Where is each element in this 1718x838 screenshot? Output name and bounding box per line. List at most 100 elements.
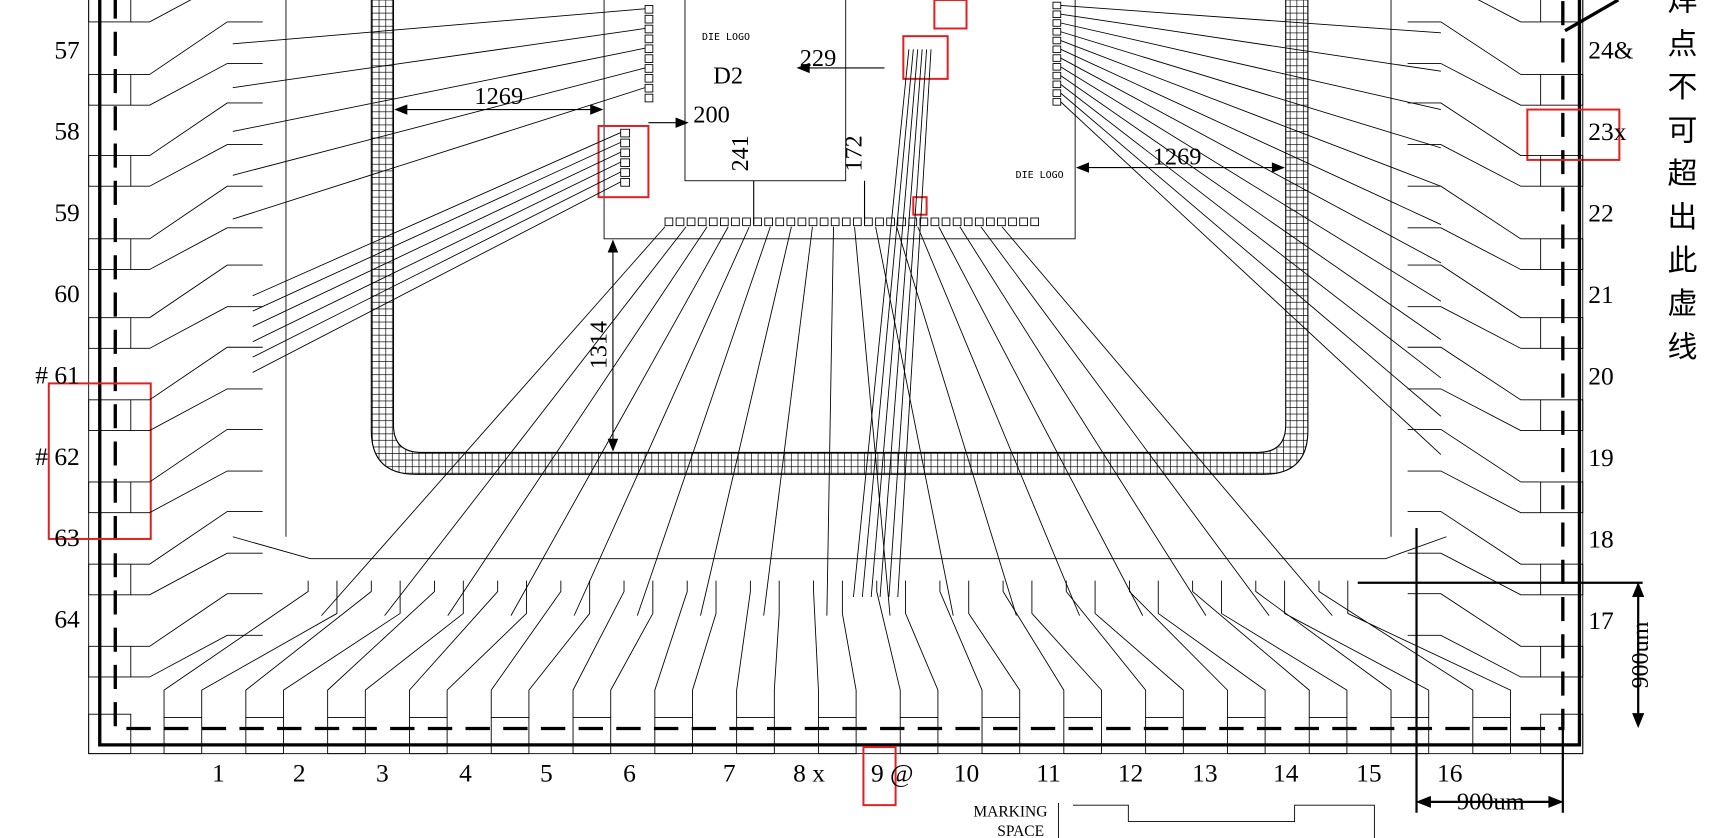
bond-pad: [841, 217, 851, 227]
bond-wire: [573, 226, 750, 616]
bond-pad: [797, 217, 807, 227]
lead-tab: [88, 317, 132, 349]
bond-pad: [897, 217, 906, 227]
bond-pad: [997, 217, 1006, 227]
bond-pad: [644, 5, 654, 14]
lead-tab: [490, 717, 530, 755]
lead-finger: [1065, 580, 1184, 718]
marking-outline: [1058, 802, 1375, 838]
bond-pad: [708, 217, 718, 227]
pin-label: # 62: [35, 443, 80, 471]
highlight-box: [912, 196, 928, 216]
pin-label: 16: [1437, 759, 1462, 787]
dimension-label: 1269: [1153, 143, 1202, 170]
lead-tab: [1540, 74, 1584, 106]
bond-wire: [232, 67, 646, 176]
dimension-label: 200: [693, 102, 730, 129]
note-arrow: [1564, 0, 1620, 33]
lead-tab: [1540, 713, 1584, 755]
bond-wire: [1060, 57, 1442, 264]
bond-pad: [1019, 217, 1028, 227]
lead-tab: [88, 645, 132, 678]
bond-wire: [252, 142, 621, 312]
lead-tab: [88, 563, 132, 596]
lead-finger: [1407, 428, 1541, 514]
bond-wire: [1060, 48, 1442, 225]
bond-wire: [1060, 5, 1441, 34]
bond-wire: [980, 226, 1270, 616]
bond-pad: [731, 217, 740, 227]
bond-wire: [763, 226, 813, 616]
lead-finger: [408, 580, 527, 718]
lead-finger: [130, 428, 263, 514]
lead-tab: [88, 399, 132, 431]
bond-pad: [620, 168, 631, 177]
layout: [47, 0, 1645, 838]
lead-finger: [163, 580, 338, 718]
bond-wire: [252, 132, 621, 297]
bond-wire: [232, 28, 646, 89]
pin-label: 18: [1588, 525, 1613, 553]
bond-pad: [875, 217, 884, 227]
dimension-label: 900um: [1457, 789, 1525, 816]
lead-finger: [1318, 580, 1511, 718]
lead-tab: [736, 717, 775, 755]
pin-label: 10: [954, 759, 979, 787]
bond-pad: [775, 217, 785, 227]
pin-label: 20: [1588, 362, 1613, 390]
lead-finger: [939, 580, 1021, 718]
pin-label: # 61: [35, 362, 80, 390]
die-logo: DIE LOGO: [1016, 170, 1064, 181]
note-char: 线: [1668, 330, 1698, 365]
lead-finger: [1255, 580, 1430, 718]
lead-tab: [1540, 399, 1584, 431]
note-char: 虚: [1668, 287, 1698, 322]
pin-label: 19: [1588, 444, 1613, 472]
lead-tab: [817, 717, 857, 755]
bond-pad: [644, 34, 654, 44]
bond-wire: [232, 47, 646, 132]
bond-pad: [720, 217, 729, 227]
die-region: [684, 0, 847, 182]
note-char: 出: [1668, 200, 1698, 235]
lead-finger: [1407, 21, 1541, 106]
lead-tab: [1540, 317, 1584, 349]
bond-wire: [1060, 22, 1442, 110]
bond-wire: [1060, 92, 1442, 417]
pin-label: 63: [54, 524, 79, 552]
die-outline: [603, 0, 1076, 240]
lead-finger: [245, 580, 401, 718]
pin-label: 14: [1273, 759, 1299, 787]
lead-tab: [88, 74, 132, 106]
bond-wire: [1060, 75, 1442, 340]
lead-tab: [1145, 717, 1184, 755]
bond-wire: [1060, 84, 1442, 379]
bond-pad: [952, 217, 962, 227]
bond-wire: [853, 49, 910, 598]
dimension-line: [753, 180, 866, 225]
dimension-line: [1357, 527, 1645, 813]
pin-label: 4: [459, 759, 472, 787]
pin-label: 57: [54, 36, 79, 64]
bond-pad: [644, 64, 654, 73]
bond-pad: [819, 217, 829, 227]
lead-tab: [408, 717, 448, 755]
lead-finger: [1477, 0, 1541, 23]
bond-wire: [854, 226, 891, 616]
bond-pad: [941, 217, 951, 227]
bond-pad: [620, 178, 631, 187]
lead-tab: [1540, 238, 1584, 270]
lead-finger: [736, 580, 780, 718]
pin-label: 24&: [1588, 36, 1634, 64]
bond-pad: [644, 83, 654, 93]
pin-label: 59: [54, 199, 79, 227]
pin-label: 2: [293, 759, 306, 787]
lead-tab: [88, 713, 132, 755]
bond-wire: [1060, 13, 1441, 72]
pin-label: 1: [212, 759, 225, 787]
pin-label: 17: [1588, 607, 1613, 635]
highlight-box: [1526, 108, 1621, 161]
pin-label: 23x: [1588, 118, 1627, 146]
